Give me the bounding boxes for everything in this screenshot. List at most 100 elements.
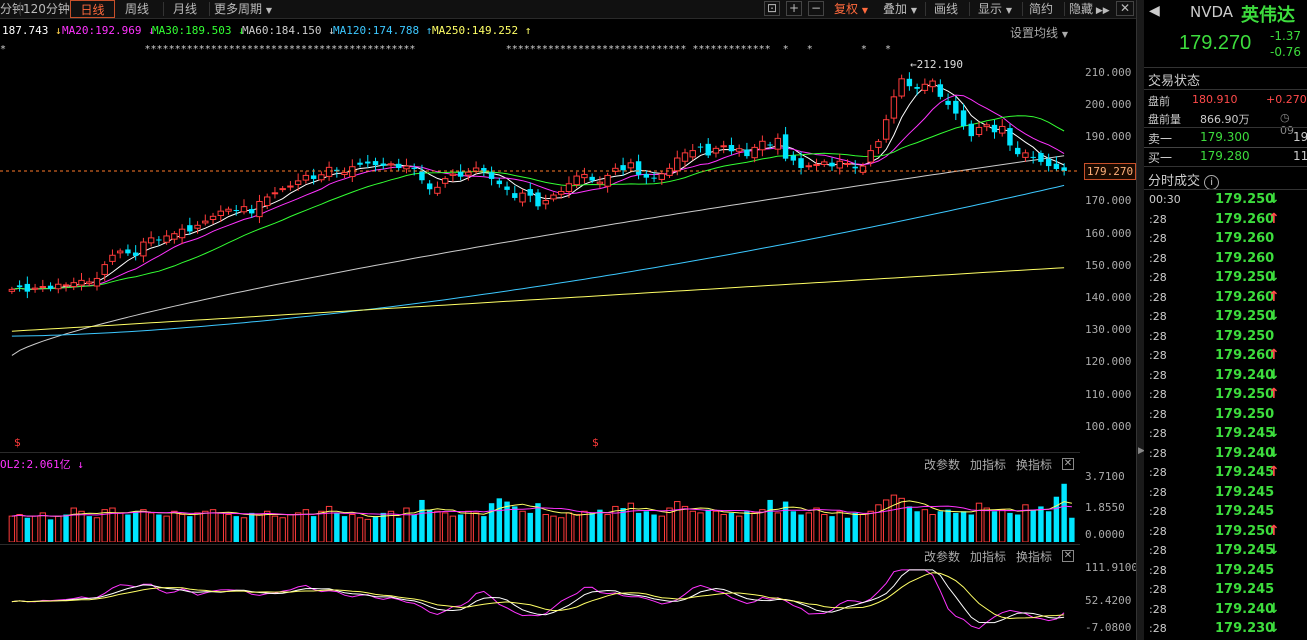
volume-bar [1061,483,1067,542]
candle-body [163,235,170,243]
draw-line-button[interactable]: 画线 [934,2,959,16]
volume-bar [240,517,248,542]
volume-bar [945,509,951,542]
tick-price: 179.240 [1215,445,1275,461]
candle-body [596,181,604,185]
volume-bar [156,514,162,542]
volume-bar [852,512,858,542]
vol-tick: 3.7100 [1085,470,1125,483]
candle-body [55,283,62,290]
tab-monthly[interactable]: 月线 [173,2,198,16]
close-icon[interactable]: ✕ [1062,550,1074,562]
candle-body [125,249,131,254]
tab-daily[interactable]: 日线 [70,0,115,18]
candle-body [991,124,998,133]
ma-settings-button[interactable]: 设置均线 ▼ [1010,24,1068,41]
osc-add-indicator-button[interactable]: 加指标 [970,550,1007,564]
candle-body [744,149,750,157]
volume-bar [774,512,782,542]
volume-bar [271,515,279,542]
restore-rights-dropdown[interactable]: 复权 ▼ [834,0,868,18]
candle-body [1038,153,1044,162]
ticks-title: 分时成交 i [1148,170,1220,190]
volume-bar [334,512,340,542]
close-icon[interactable]: ✕ [1062,458,1074,470]
volume-bar [999,509,1006,542]
volume-bar [287,514,294,542]
vol-swap-indicator-button[interactable]: 换指标 [1016,458,1053,472]
tick-row: :28 179.260 [1144,250,1307,270]
tick-price: 179.245 [1215,562,1275,578]
ask1-volume: 19 [1293,130,1307,144]
collapse-arrow-icon: ▶ [1138,446,1145,456]
candle-body [535,192,541,207]
volume-bar [279,517,286,542]
volume-bar [728,512,735,542]
tick-time: :28 [1149,232,1167,245]
tab-minute[interactable]: 分钟 [0,2,25,16]
hide-button[interactable]: 隐藏 ▶▶ [1069,0,1110,18]
premarket-label: 盘前 [1148,95,1170,108]
volume-bar [24,517,31,542]
price-tick: 110.000 [1085,388,1132,401]
vol-add-indicator-button[interactable]: 加指标 [970,458,1007,472]
volume-bar [263,510,271,542]
volume-bar [380,512,386,542]
overlay-dropdown[interactable]: 叠加 ▼ [883,0,917,18]
volume-bar [643,511,650,542]
tick-time: :28 [1149,349,1167,362]
simple-mode-button[interactable]: 简约 [1029,2,1054,16]
volume-bar [651,514,657,542]
volume-bar [821,514,828,542]
tick-time: :28 [1149,466,1167,479]
osc-edit-params-button[interactable]: 改参数 [924,550,961,564]
candle-body [914,87,920,89]
tab-more-periods[interactable]: 更多周期 ▼ [214,0,272,18]
candle-body [156,239,162,241]
volume-bar [844,517,851,542]
arrow-up-icon: ↑ [1268,288,1280,305]
volume-bar [589,512,595,542]
tick-price: 179.245 [1215,465,1275,480]
tab-weekly[interactable]: 周线 [125,2,150,16]
volume-bar [496,498,503,542]
close-icon[interactable]: ✕ [1116,1,1134,16]
price-tick: 190.000 [1085,130,1132,143]
chevron-down-icon: ▼ [910,6,917,15]
tick-price: 179.260 [1215,289,1275,305]
tick-row: :28 179.260 ↑ [1144,211,1307,231]
lock-icon[interactable]: ⊡ [764,1,780,16]
vol-edit-params-button[interactable]: 改参数 [924,458,961,472]
vol-tick: 1.8550 [1085,501,1125,514]
candle-body [705,143,711,156]
volume-bar [890,494,898,542]
osc-swap-indicator-button[interactable]: 换指标 [1016,550,1053,564]
candle-body [47,285,54,289]
volume-bar [666,507,673,542]
zoom-in-icon[interactable]: + [786,1,802,16]
volume-bar [767,499,773,542]
candle-body [86,281,93,285]
volume-bar [658,515,666,542]
candlestick-chart[interactable]: $ $ ←212.190 [0,40,1080,452]
volume-bar [550,515,557,542]
volume-bar [519,510,526,542]
tick-row: :28 179.260 ↑ [1144,289,1307,309]
tick-time: :28 [1149,329,1167,343]
candle-body [1061,167,1067,171]
ask1-price: 179.300 [1200,130,1250,144]
back-arrow-icon[interactable]: ◀ [1149,3,1160,19]
volume-bar [1030,509,1036,542]
zoom-out-icon[interactable]: − [808,1,824,16]
candle-body [434,186,441,194]
candle-body [93,277,101,287]
volume-bar [47,519,54,542]
volume-bar [481,516,487,542]
tab-120min[interactable]: 120分钟 [23,2,70,16]
volume-bar [805,512,813,542]
volume-bar [116,512,124,542]
display-dropdown[interactable]: 显示 ▼ [978,0,1012,18]
volume-bar [465,510,472,542]
tick-time: :28 [1149,524,1167,538]
volume-bar [194,512,201,542]
